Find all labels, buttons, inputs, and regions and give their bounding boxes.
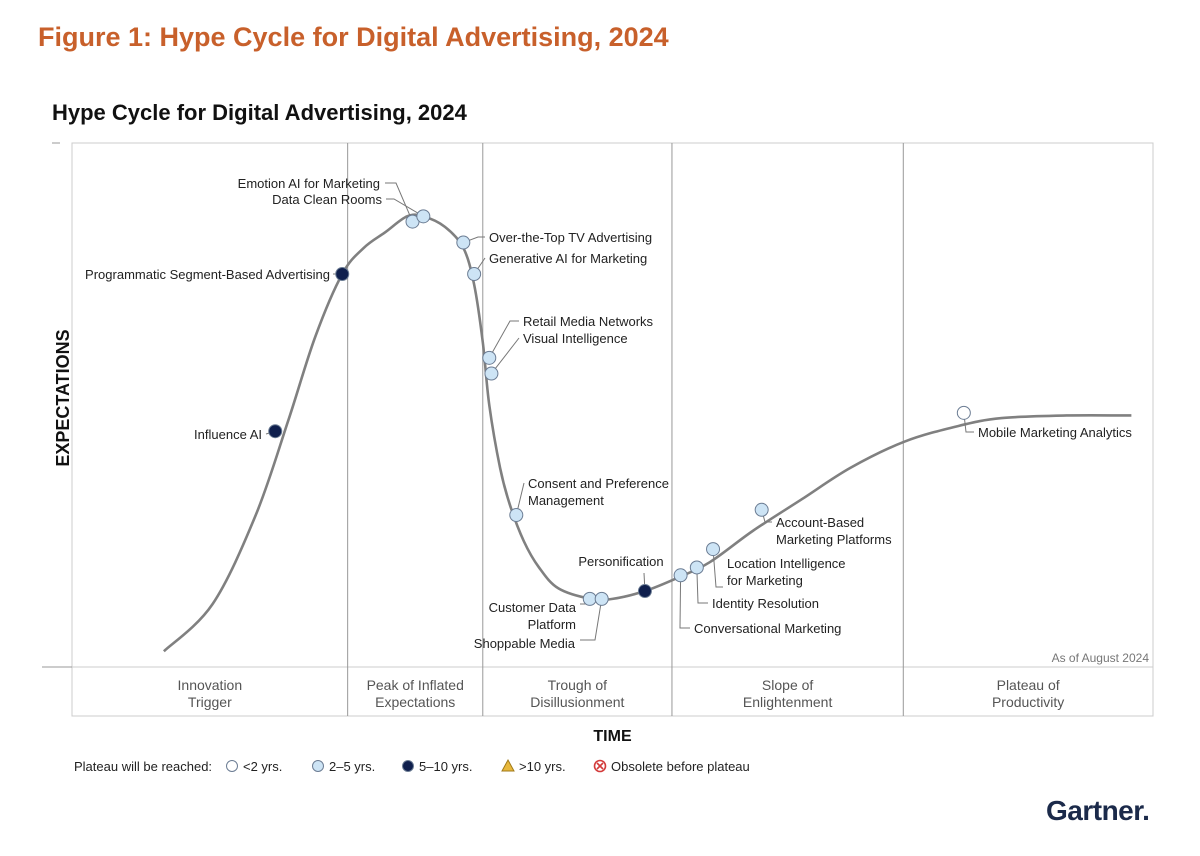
technology-marker bbox=[509, 508, 524, 523]
legend-label: >10 yrs. bbox=[519, 759, 566, 774]
technology-label: Personification bbox=[578, 554, 663, 569]
phase-label: Slope of bbox=[762, 677, 813, 693]
x-axis-title: TIME bbox=[593, 728, 632, 745]
gartner-logo: Gartner. bbox=[1046, 795, 1150, 826]
phase-label: Disillusionment bbox=[530, 694, 624, 710]
legend-marker bbox=[312, 760, 324, 772]
technology-marker bbox=[754, 502, 769, 517]
technology-marker bbox=[637, 584, 652, 599]
technology-marker bbox=[268, 424, 283, 439]
legend-marker bbox=[226, 760, 238, 772]
technology-marker bbox=[484, 366, 499, 381]
technology-label: Over-the-Top TV Advertising bbox=[489, 230, 652, 245]
technology-label: Marketing Platforms bbox=[776, 532, 892, 547]
technology-label: Mobile Marketing Analytics bbox=[978, 425, 1132, 440]
technology-label: Identity Resolution bbox=[712, 596, 819, 611]
phase-label: Plateau of bbox=[997, 677, 1060, 693]
phase-label: Innovation bbox=[178, 677, 243, 693]
technology-marker bbox=[689, 560, 704, 575]
phase-label: Enlightenment bbox=[743, 694, 833, 710]
technology-label: Customer Data bbox=[489, 600, 577, 615]
leader-line bbox=[488, 320, 519, 359]
technology-marker bbox=[416, 209, 431, 224]
phase-label: Peak of Inflated bbox=[367, 677, 464, 693]
y-axis-title: EXPECTATIONS bbox=[53, 329, 73, 466]
technology-label: for Marketing bbox=[727, 573, 803, 588]
leader-line bbox=[580, 598, 603, 641]
phase-label: Trough of bbox=[548, 677, 608, 693]
technology-label: Visual Intelligence bbox=[523, 331, 628, 346]
leader-line bbox=[491, 337, 520, 374]
leader-line bbox=[385, 182, 413, 222]
technology-marker bbox=[456, 235, 471, 250]
technology-marker bbox=[467, 267, 482, 281]
technology-label: Data Clean Rooms bbox=[272, 192, 382, 207]
plot-frame bbox=[71, 142, 1154, 668]
technology-label: Generative AI for Marketing bbox=[489, 251, 647, 266]
technology-label: Emotion AI for Marketing bbox=[238, 176, 380, 191]
technology-label: Consent and Preference bbox=[528, 476, 669, 491]
technology-label: Account-Based bbox=[776, 515, 864, 530]
technology-label: Platform bbox=[528, 617, 576, 632]
technology-label: Shoppable Media bbox=[474, 636, 576, 651]
legend-label: 5–10 yrs. bbox=[419, 759, 472, 774]
leader-line bbox=[386, 198, 424, 217]
leader-line bbox=[696, 567, 708, 604]
phase-label: Productivity bbox=[992, 694, 1064, 710]
technology-label: Retail Media Networks bbox=[523, 314, 654, 329]
legend-marker bbox=[402, 760, 414, 772]
as-of-label: As of August 2024 bbox=[1052, 651, 1150, 665]
hype-curve bbox=[162, 213, 1132, 653]
technology-marker bbox=[482, 350, 497, 365]
technology-marker bbox=[706, 542, 721, 557]
technology-label: Location Intelligence bbox=[727, 556, 846, 571]
phase-band bbox=[71, 666, 1154, 717]
legend-label: <2 yrs. bbox=[243, 759, 282, 774]
technology-marker bbox=[956, 405, 971, 420]
technology-marker bbox=[594, 591, 609, 606]
technology-label: Influence AI bbox=[194, 427, 262, 442]
legend-marker bbox=[501, 758, 515, 772]
legend-label: Obsolete before plateau bbox=[611, 759, 750, 774]
technology-label: Conversational Marketing bbox=[694, 621, 841, 636]
legend-label: 2–5 yrs. bbox=[329, 759, 375, 774]
phase-label: Expectations bbox=[375, 694, 455, 710]
leader-line bbox=[712, 549, 723, 588]
technology-label: Programmatic Segment-Based Advertising bbox=[85, 267, 330, 282]
technology-label: Management bbox=[528, 493, 604, 508]
legend-title: Plateau will be reached: bbox=[74, 759, 212, 774]
chart-title: Hype Cycle for Digital Advertising, 2024 bbox=[52, 100, 467, 125]
technology-marker bbox=[335, 267, 350, 281]
figure-title: Figure 1: Hype Cycle for Digital Adverti… bbox=[38, 22, 669, 52]
phase-label: Trigger bbox=[188, 694, 232, 710]
technology-marker bbox=[673, 568, 688, 583]
legend-marker-x bbox=[596, 762, 604, 770]
technology-marker bbox=[582, 591, 597, 606]
leader-line bbox=[679, 575, 690, 629]
